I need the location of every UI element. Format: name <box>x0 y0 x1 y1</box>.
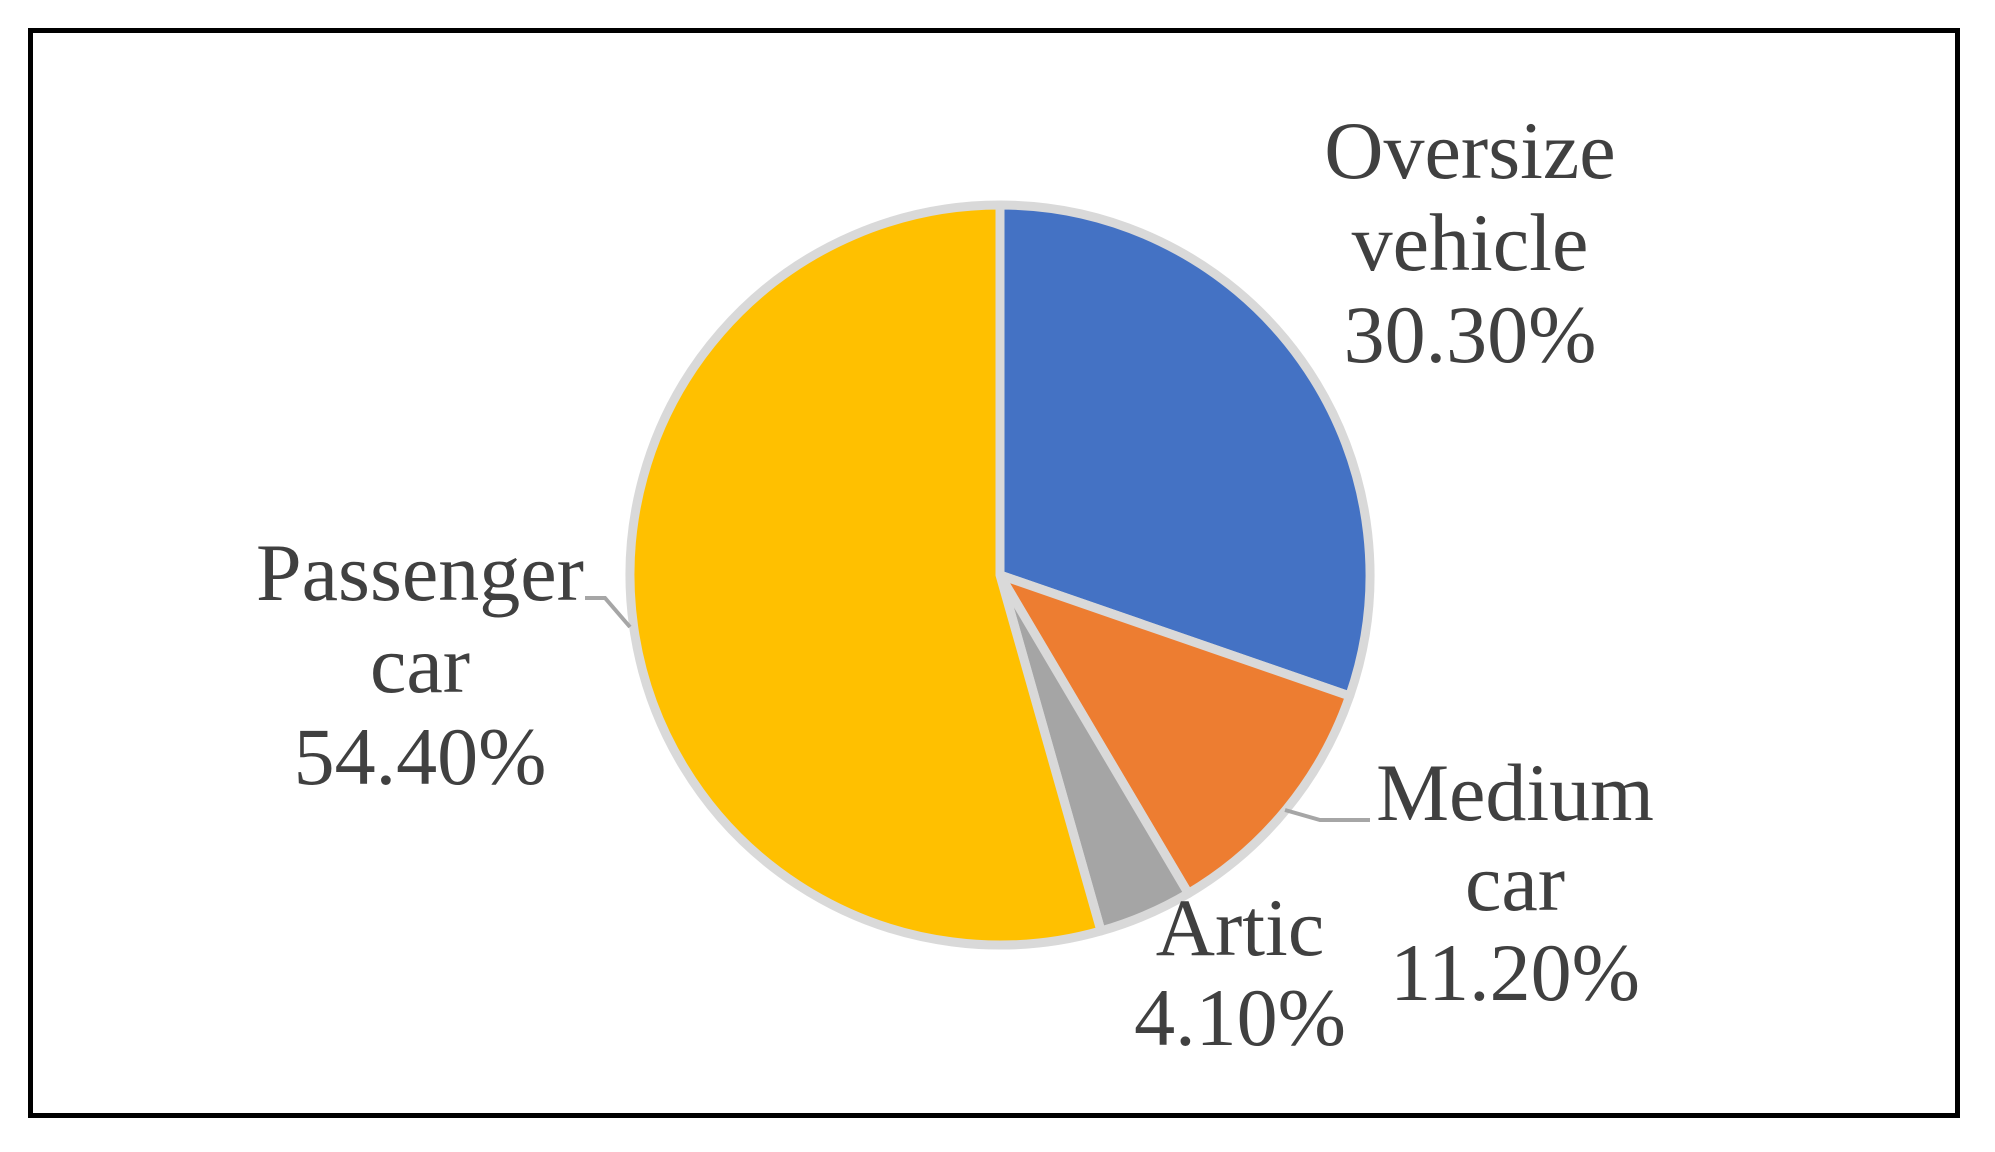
slice-name-label: Artic <box>1156 882 1324 973</box>
pie-slice-passenger-car <box>625 200 1106 950</box>
slice-name-label: Passenger <box>256 527 584 618</box>
slice-name-label: car <box>370 619 470 710</box>
leader-line-passenger-car <box>585 596 632 629</box>
leader-line-medium-car <box>1284 808 1370 822</box>
slice-value-label: 11.20% <box>1390 927 1640 1018</box>
slice-label-medium-car: Medium car 11.20% <box>1376 747 1654 1018</box>
slice-name-label: car <box>1465 837 1565 928</box>
slice-label-passenger-car: Passenger car 54.40% <box>256 527 584 802</box>
pie-slices <box>625 200 1375 950</box>
slice-label-artic: Artic 4.10% <box>1134 882 1346 1063</box>
slice-name-label: Medium <box>1376 747 1654 838</box>
slice-name-label: vehicle <box>1352 197 1589 288</box>
slice-value-label: 30.30% <box>1344 289 1597 380</box>
slice-value-label: 54.40% <box>294 711 547 802</box>
slice-labels: Oversize vehicle 30.30%Medium car 11.20%Arti… <box>256 105 1654 1063</box>
leader-lines <box>585 596 1370 822</box>
slice-value-label: 4.10% <box>1134 972 1346 1063</box>
slice-name-label: Oversize <box>1324 105 1615 196</box>
slice-label-oversize-vehicle: Oversize vehicle 30.30% <box>1324 105 1615 380</box>
pie-slice-oversize-vehicle <box>995 200 1375 701</box>
